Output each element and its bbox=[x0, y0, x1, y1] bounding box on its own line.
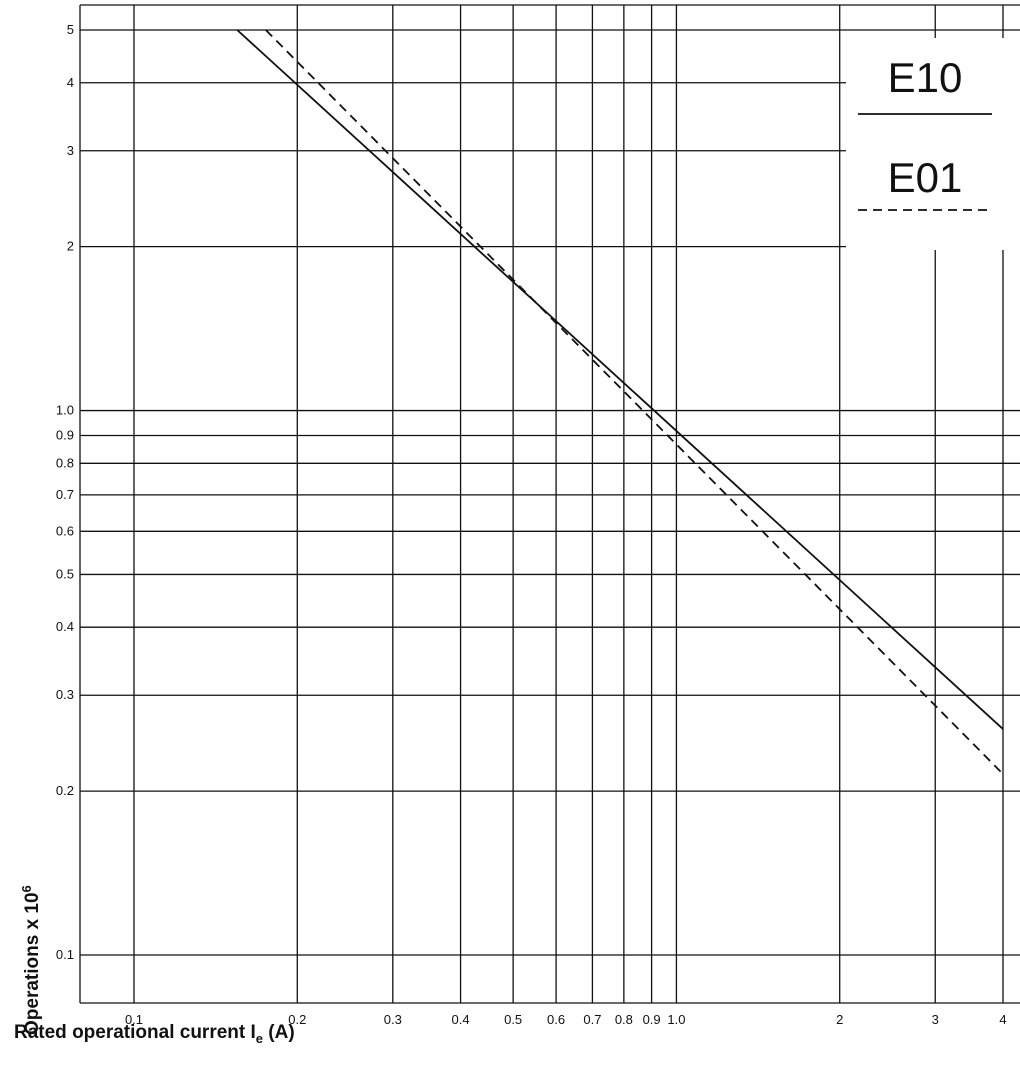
x-tick-label: 0.9 bbox=[643, 1012, 661, 1027]
series-group bbox=[236, 29, 1004, 775]
legend-label-e10: E10 bbox=[888, 54, 963, 101]
y-tick-label: 0.5 bbox=[56, 566, 74, 581]
x-tick-label: 0.3 bbox=[384, 1012, 402, 1027]
y-tick-label: 5 bbox=[67, 22, 74, 37]
y-tick-label: 2 bbox=[67, 239, 74, 254]
y-tick-label: 0.1 bbox=[56, 947, 74, 962]
x-tick-label: 1.0 bbox=[667, 1012, 685, 1027]
y-tick-label: 4 bbox=[67, 75, 74, 90]
y-tick-label: 0.9 bbox=[56, 427, 74, 442]
x-tick-label: 0.6 bbox=[547, 1012, 565, 1027]
x-tick-label: 0.7 bbox=[583, 1012, 601, 1027]
x-tick-labels: 0.1 0.2 0.3 0.4 0.5 0.6 0.7 0.8 0.9 1.0 2 3 4 bbox=[125, 1012, 1007, 1027]
y-tick-label: 0.7 bbox=[56, 487, 74, 502]
x-tick-label: 4 bbox=[999, 1012, 1006, 1027]
x-tick-label: 2 bbox=[836, 1012, 843, 1027]
legend-label-e01: E01 bbox=[888, 154, 963, 201]
x-tick-label: 0.8 bbox=[615, 1012, 633, 1027]
y-tick-label: 0.3 bbox=[56, 687, 74, 702]
x-tick-label: 0.2 bbox=[288, 1012, 306, 1027]
x-tick-label: 0.4 bbox=[452, 1012, 470, 1027]
y-tick-label: 0.2 bbox=[56, 783, 74, 798]
x-tick-label: 0.5 bbox=[504, 1012, 522, 1027]
y-tick-label: 0.8 bbox=[56, 455, 74, 470]
y-tick-labels: 0.1 0.2 0.3 0.4 0.5 0.6 0.7 0.8 0.9 1.0 2 3 4 5 bbox=[56, 22, 74, 962]
x-tick-label: 3 bbox=[932, 1012, 939, 1027]
y-axis-title: Operations x 106 bbox=[19, 885, 43, 1035]
legend-box bbox=[846, 38, 1020, 250]
y-tick-label: 0.4 bbox=[56, 619, 74, 634]
y-tick-label: 0.6 bbox=[56, 523, 74, 538]
y-tick-label: 1.0 bbox=[56, 403, 74, 418]
legend: E10 E01 bbox=[846, 38, 1020, 250]
x-gridlines bbox=[79, 5, 1004, 1003]
series-line-e10 bbox=[236, 29, 1004, 730]
series-line-e01 bbox=[265, 29, 1004, 775]
x-axis-title: Rated operational current Ie (A) bbox=[14, 1022, 295, 1046]
y-tick-label: 3 bbox=[67, 143, 74, 158]
x-tick-label: 0.1 bbox=[125, 1012, 143, 1027]
